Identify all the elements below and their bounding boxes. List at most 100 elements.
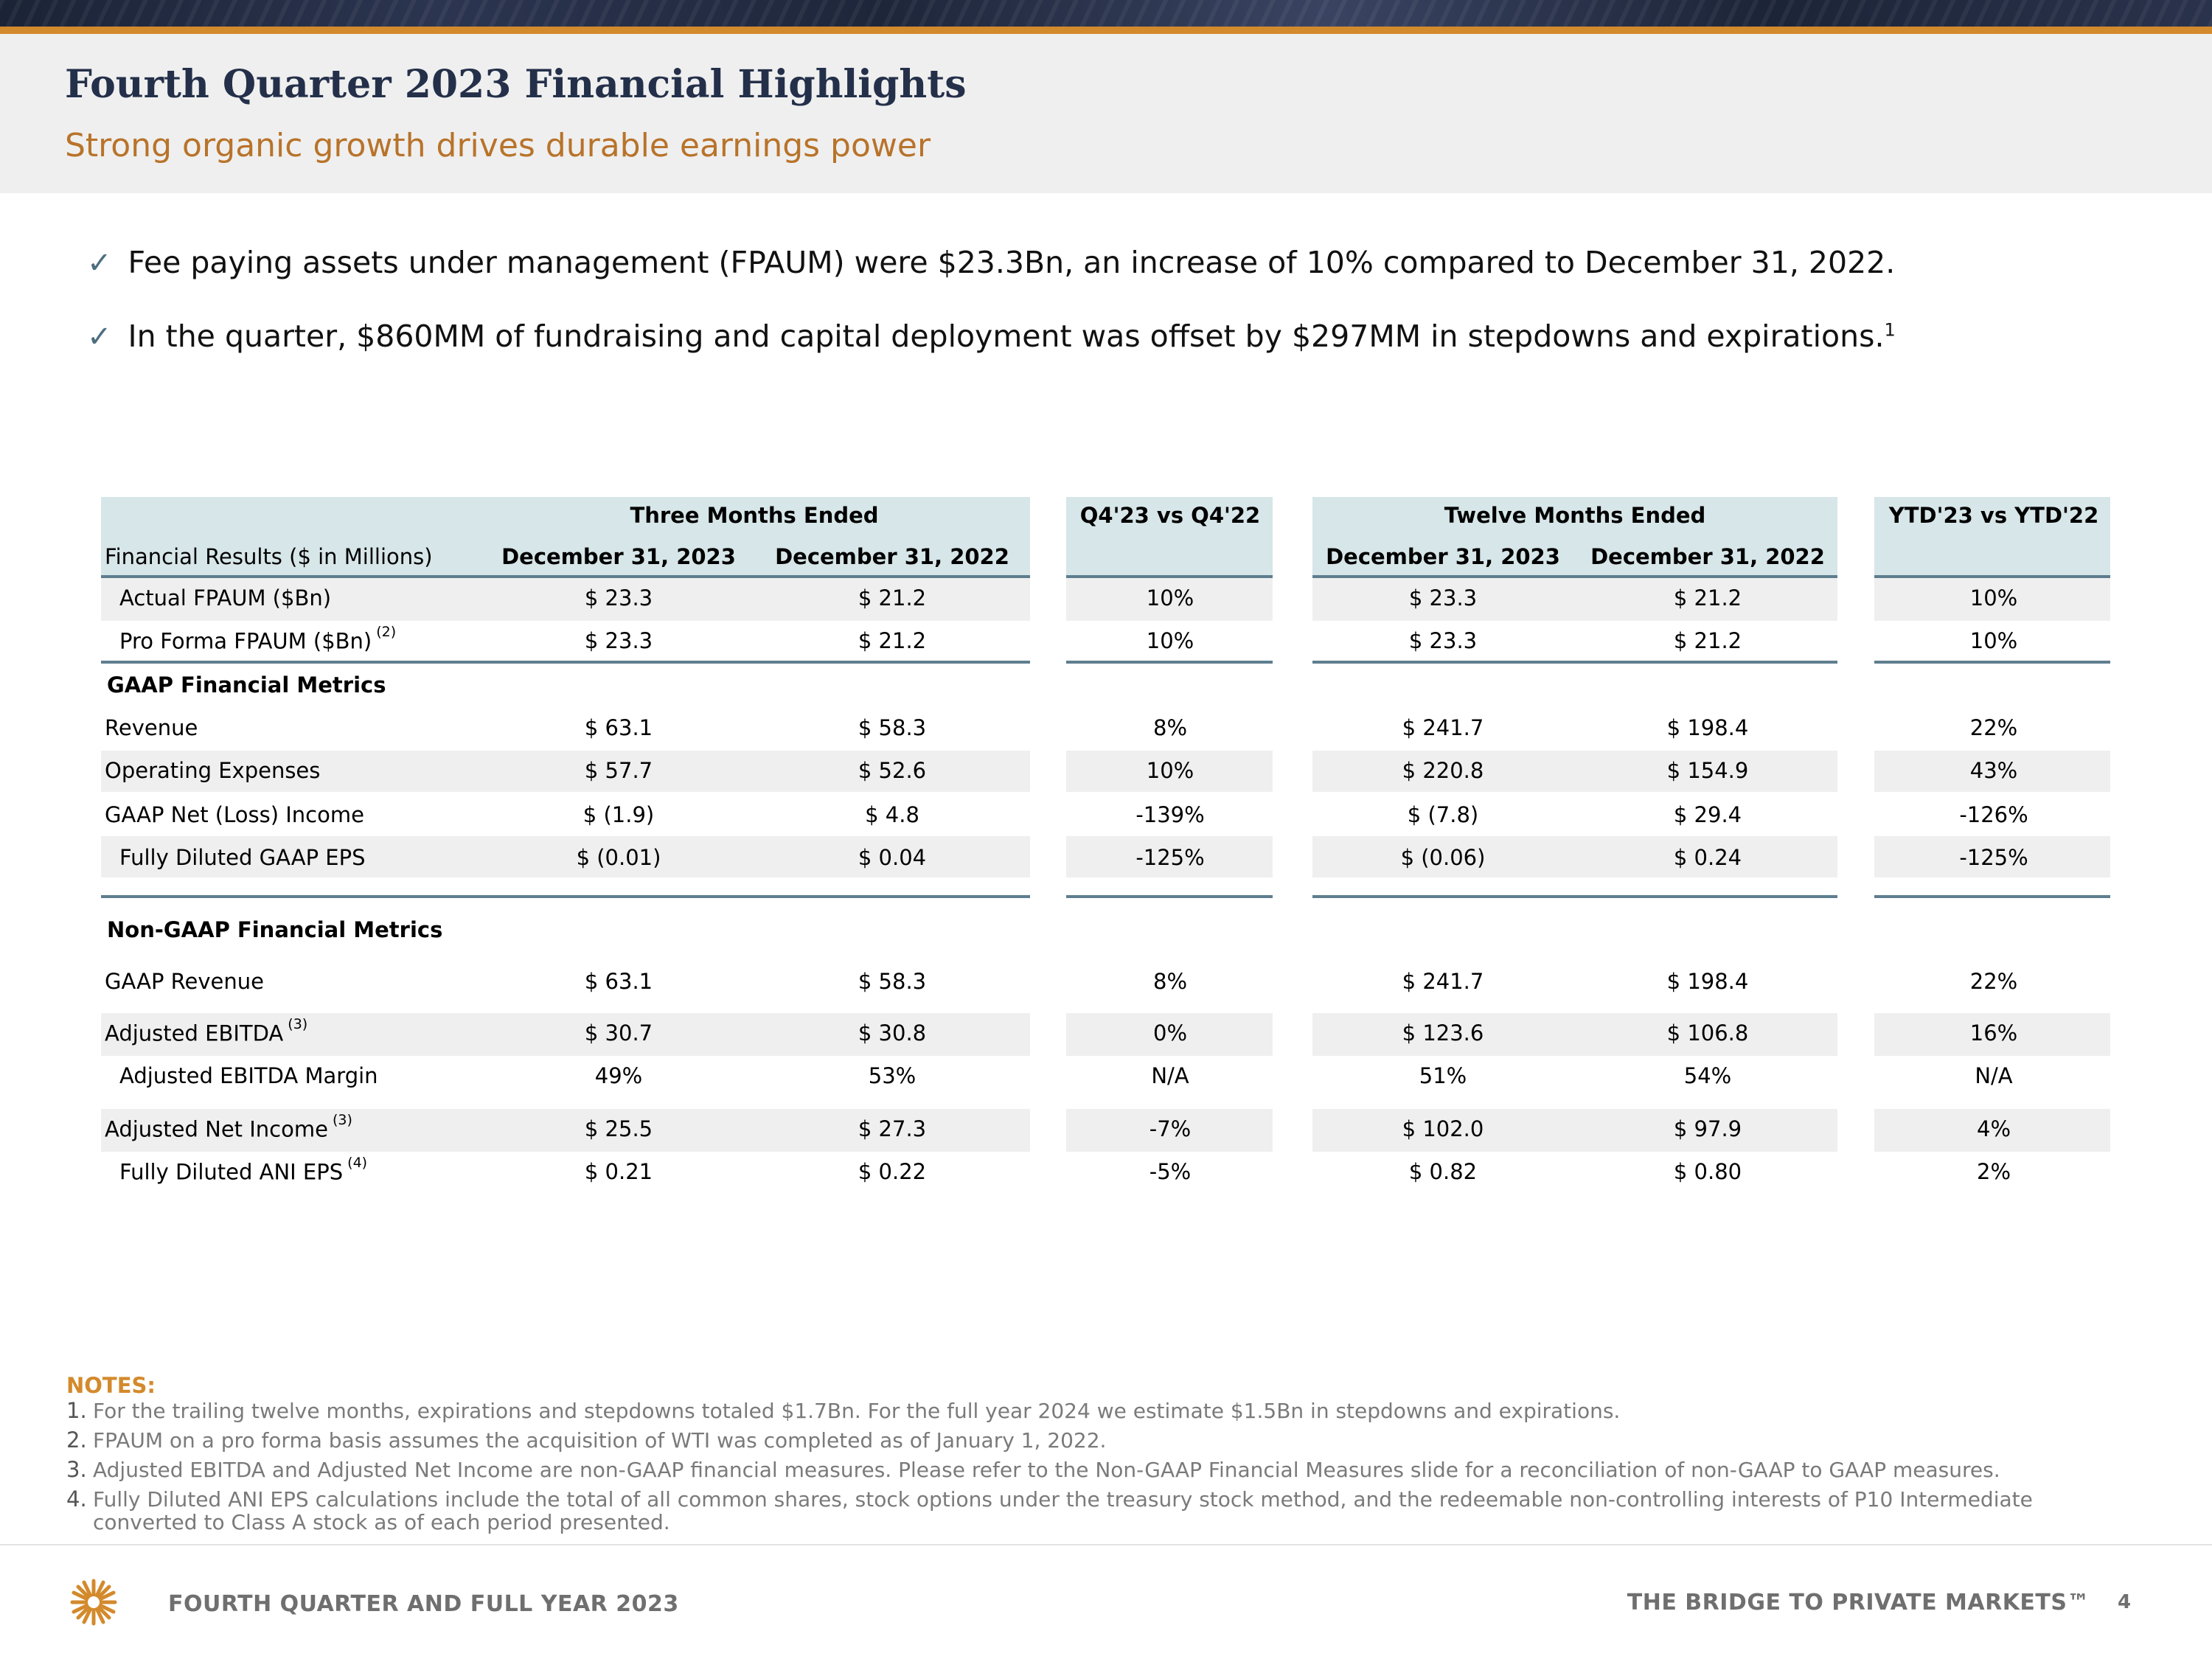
table-cell: $ (0.01) <box>576 845 661 870</box>
section-rule <box>1312 661 1837 664</box>
row-bg <box>101 836 1030 877</box>
row-bg <box>1312 578 1837 621</box>
group-header-three-months: Three Months Ended <box>630 503 879 528</box>
table-cell: 8% <box>1152 715 1188 740</box>
table-cell: $ 29.4 <box>1673 802 1742 827</box>
row-header-label: Financial Results ($ in Millions) <box>105 544 433 569</box>
header-band <box>0 34 2212 193</box>
header-bg-qoq <box>1066 497 1273 577</box>
row-label: GAAP Revenue <box>105 969 264 994</box>
table-cell: -5% <box>1149 1159 1192 1184</box>
table-cell: $ 106.8 <box>1666 1020 1749 1046</box>
row-label: Pro Forma FPAUM ($Bn) (2) <box>119 624 397 654</box>
page-number: 4 <box>2118 1591 2132 1613</box>
row-label: Revenue <box>105 715 198 740</box>
table-cell: $ 154.9 <box>1666 758 1749 783</box>
section-rule <box>1874 661 2110 664</box>
row-bg <box>1066 1013 1273 1056</box>
row-bg <box>1874 1013 2110 1056</box>
table-cell: 10% <box>1146 628 1194 653</box>
table-cell: $ 0.04 <box>858 845 927 870</box>
row-label: Fully Diluted GAAP EPS <box>119 845 366 870</box>
row-bg <box>1874 578 2110 621</box>
table-cell: $ 123.6 <box>1402 1020 1484 1046</box>
table-cell: 10% <box>1146 758 1194 783</box>
table-cell: $ 23.3 <box>1408 585 1478 611</box>
footnote-marker: (2) <box>376 624 397 640</box>
bullet-fpaum: ✓ Fee paying assets under management (FPA… <box>87 245 1895 280</box>
row-label: Operating Expenses <box>105 758 321 783</box>
table-cell: $ 0.24 <box>1673 845 1742 870</box>
table-cell: $ 241.7 <box>1402 969 1484 994</box>
row-bg <box>1312 1013 1837 1056</box>
row-label: Adjusted Net Income (3) <box>105 1112 352 1142</box>
header-rule <box>1312 575 1837 578</box>
note-4-cont: converted to Class A stock as of each pe… <box>93 1510 670 1534</box>
header-rule <box>1066 575 1273 578</box>
top-banner <box>0 0 2212 27</box>
section-rule <box>1066 895 1273 898</box>
table-cell: $ 4.8 <box>865 802 919 827</box>
table-cell: $ 0.21 <box>584 1159 653 1184</box>
table-cell: $ 23.3 <box>584 585 653 611</box>
table-cell: $ 30.7 <box>584 1020 653 1046</box>
col-header: December 31, 2023 <box>1326 544 1560 569</box>
row-bg <box>1312 836 1837 877</box>
accent-stripe <box>0 27 2212 34</box>
section-rule <box>1066 661 1273 664</box>
check-icon: ✓ <box>87 320 112 354</box>
section-rule <box>101 895 1030 898</box>
row-bg <box>101 1013 1030 1056</box>
header-bg-twelve-months <box>1312 497 1837 577</box>
check-icon: ✓ <box>87 246 112 280</box>
section-nongaap: Non-GAAP Financial Metrics <box>107 917 443 942</box>
header-bg-three-months <box>101 497 1030 577</box>
row-label: Actual FPAUM ($Bn) <box>119 585 332 611</box>
row-bg <box>1066 751 1273 792</box>
row-label: Adjusted EBITDA (3) <box>105 1016 308 1046</box>
table-cell: -125% <box>1135 845 1205 870</box>
bullet-fundraising: ✓ In the quarter, $860MM of fundraising a… <box>87 319 1896 354</box>
table-cell: $ 0.80 <box>1673 1159 1742 1184</box>
table-cell: -126% <box>1959 802 2028 827</box>
note-2: 2. FPAUM on a pro forma basis assumes the… <box>66 1427 1107 1453</box>
row-label: Adjusted EBITDA Margin <box>119 1063 378 1088</box>
table-cell: $ 198.4 <box>1666 969 1749 994</box>
footnote-marker: (3) <box>332 1112 352 1128</box>
table-cell: $ 21.2 <box>1673 628 1742 653</box>
table-cell: $ 23.3 <box>1408 628 1478 653</box>
header-rule <box>1874 575 2110 578</box>
section-gaap: GAAP Financial Metrics <box>107 672 386 698</box>
row-bg <box>1874 751 2110 792</box>
table-cell: $ (7.8) <box>1407 802 1479 827</box>
table-cell: $ 58.3 <box>858 715 927 740</box>
table-cell: $ (1.9) <box>582 802 655 827</box>
table-cell: 2% <box>1976 1159 2011 1184</box>
footer-tagline: THE BRIDGE TO PRIVATE MARKETS™ <box>1627 1590 2090 1615</box>
table-cell: $ 102.0 <box>1402 1116 1484 1141</box>
note-1: 1. For the trailing twelve months, expira… <box>66 1398 1621 1423</box>
row-bg <box>101 751 1030 792</box>
table-cell: -125% <box>1959 845 2028 870</box>
bullet-text: Fee paying assets under management (FPAU… <box>128 245 1896 280</box>
table-cell: 8% <box>1152 969 1188 994</box>
table-cell: 53% <box>868 1063 917 1088</box>
group-header-twelve-months: Twelve Months Ended <box>1444 503 1706 528</box>
col-header: December 31, 2022 <box>775 544 1009 569</box>
table-cell: $ 57.7 <box>584 758 653 783</box>
table-cell: $ 25.5 <box>584 1116 653 1141</box>
group-header-qoq: Q4'23 vs Q4'22 <box>1079 503 1261 528</box>
table-cell: $ 21.2 <box>1673 585 1742 611</box>
row-bg <box>1874 1109 2110 1152</box>
section-rule <box>1874 895 2110 898</box>
section-rule <box>101 661 1030 664</box>
page-subtitle: Strong organic growth drives durable ear… <box>65 127 931 164</box>
table-cell: $ 27.3 <box>858 1116 927 1141</box>
row-bg <box>1066 578 1273 621</box>
table-cell: 10% <box>1969 585 2018 611</box>
table-cell: 10% <box>1146 585 1194 611</box>
table-cell: $ 30.8 <box>858 1020 927 1046</box>
footnote-marker: 1 <box>1884 319 1896 341</box>
footer-left-text: FOURTH QUARTER AND FULL YEAR 2023 <box>168 1591 679 1617</box>
table-cell: $ 21.2 <box>858 628 927 653</box>
